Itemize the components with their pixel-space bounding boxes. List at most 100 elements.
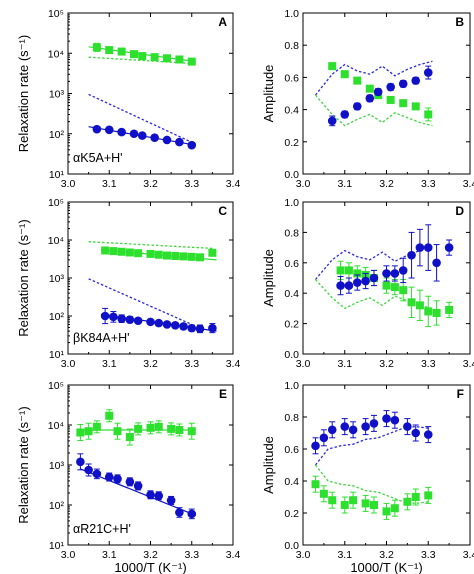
x-tick-label: 3.2	[379, 178, 394, 190]
y-tick-label: 0.4	[284, 105, 299, 117]
y-axis-label: Relaxation rate (s⁻¹)	[16, 219, 31, 336]
data-point-circle	[340, 110, 350, 119]
data-point-square	[113, 427, 122, 436]
data-point-square	[353, 76, 362, 85]
y-axis-label: Relaxation rate (s⁻¹)	[16, 35, 31, 152]
data-point-circle	[365, 94, 375, 103]
data-point-circle	[208, 323, 217, 333]
panel-letter: E	[219, 387, 227, 401]
data-point-square	[399, 99, 408, 108]
data-point-circle	[137, 131, 147, 140]
y-tick-label: 0.8	[284, 40, 299, 52]
y-tick-label: 0.6	[284, 444, 299, 456]
x-tick-label: 3.3	[421, 358, 436, 370]
x-tick-label: 3.2	[143, 178, 158, 190]
data-point-square	[171, 251, 180, 260]
y-axis-label: Amplitude	[261, 65, 276, 123]
data-point-square	[349, 496, 358, 505]
data-point-circle	[398, 266, 408, 275]
x-tick-label: 3.4	[226, 358, 241, 370]
data-point-square	[109, 247, 118, 256]
data-point-circle	[162, 135, 172, 145]
data-point-circle	[390, 269, 400, 278]
data-point-square	[130, 50, 138, 59]
data-point-circle	[398, 79, 408, 89]
data-point-square	[167, 424, 176, 433]
panel-f: 3.0 3.1 3.2 3.3 3.4 0.0 0.2 0.4 0.6 0.8 1.0 Amplitu…	[261, 380, 474, 574]
data-point-circle	[382, 269, 391, 278]
data-point-square	[146, 423, 155, 432]
data-point-circle	[369, 273, 379, 283]
data-point-circle	[133, 481, 143, 491]
data-point-circle	[166, 496, 176, 505]
data-point-circle	[187, 323, 197, 333]
y-tick-label: 10⁴	[48, 48, 64, 60]
data-point-square	[382, 507, 391, 516]
data-point-square	[445, 305, 454, 314]
x-tick-label: 3.0	[61, 178, 76, 190]
data-point-circle	[109, 312, 118, 322]
data-point-square	[382, 281, 391, 290]
data-point-circle	[92, 469, 102, 479]
data-point-square	[138, 52, 147, 61]
y-tick-label: 10⁵	[48, 197, 64, 209]
x-tick-label: 3.0	[296, 178, 311, 190]
data-point-square	[411, 102, 420, 111]
plot-frame	[67, 12, 234, 175]
data-point-square	[92, 422, 101, 431]
y-tick-label: 10²	[49, 500, 65, 512]
y-tick-label: 10³	[49, 460, 65, 472]
y-tick-label: 0.4	[284, 476, 299, 488]
data-point-circle	[125, 315, 135, 324]
data-point-circle	[195, 324, 205, 334]
y-tick-label: 0.8	[284, 227, 299, 239]
y-tick-label: 10¹	[49, 169, 65, 181]
data-point-circle	[369, 419, 379, 428]
data-point-square	[407, 298, 416, 307]
sample-label: αK5A+H'	[73, 151, 123, 165]
data-point-square	[390, 283, 399, 292]
data-point-circle	[344, 281, 354, 290]
data-point-circle	[411, 428, 421, 438]
data-point-circle	[423, 243, 433, 252]
panel-letter: B	[455, 15, 464, 29]
dashed-curve-blue_dash	[314, 60, 433, 96]
data-point-square	[105, 46, 114, 55]
data-point-circle	[336, 281, 345, 290]
y-tick-label: 10¹	[49, 349, 65, 361]
data-point-square	[163, 251, 171, 260]
data-point-square	[125, 248, 134, 257]
data-point-circle	[311, 441, 320, 451]
data-point-circle	[386, 82, 395, 92]
data-point-circle	[327, 116, 337, 126]
y-tick-label: 10⁴	[48, 420, 64, 432]
dashed-curve-blue_dash	[88, 93, 197, 145]
x-tick-label: 3.0	[61, 358, 76, 370]
data-point-circle	[170, 320, 180, 330]
data-point-circle	[415, 243, 425, 252]
data-point-circle	[175, 137, 184, 147]
data-point-circle	[117, 127, 126, 137]
data-point-square	[150, 53, 159, 62]
panel-c: 3.0 3.1 3.2 3.3 3.4 10¹ 10² 10³ 10⁴ 10⁵ Relaxation…	[16, 197, 240, 370]
data-point-circle	[104, 472, 114, 482]
data-point-square	[403, 497, 412, 506]
data-point-circle	[113, 474, 122, 484]
x-tick-label: 3.2	[379, 549, 394, 561]
data-point-square	[365, 84, 374, 93]
data-point-circle	[92, 124, 102, 134]
data-point-square	[196, 253, 204, 262]
y-axis-label: Relaxation rate (s⁻¹)	[16, 406, 31, 523]
data-point-square	[187, 252, 196, 261]
x-tick-label: 3.2	[379, 358, 394, 370]
x-tick-label: 3.1	[102, 549, 117, 561]
data-point-circle	[373, 87, 383, 97]
y-tick-label: 0.8	[284, 412, 299, 424]
data-point-square	[311, 480, 320, 489]
x-tick-label: 3.4	[463, 178, 474, 190]
data-point-square	[432, 308, 441, 317]
data-point-circle	[352, 102, 362, 111]
data-point-circle	[382, 414, 391, 423]
sample-label: αR21C+H'	[73, 522, 131, 536]
